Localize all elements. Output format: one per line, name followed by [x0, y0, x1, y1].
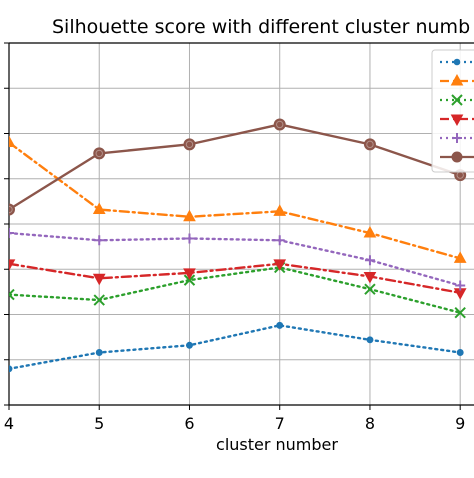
data-point: [274, 235, 285, 246]
data-point: [9, 203, 15, 216]
series-line: [9, 324, 462, 370]
data-point: [9, 228, 14, 239]
data-point: [93, 147, 106, 160]
data-point: [183, 209, 196, 222]
legend-marker-2: [450, 73, 464, 86]
data-point: [9, 365, 13, 373]
data-point: [454, 306, 466, 319]
data-point: [364, 255, 375, 266]
data-point: [455, 280, 466, 291]
series-line: [9, 231, 462, 287]
x-axis-label: cluster number: [216, 435, 338, 454]
data-point: [273, 118, 286, 131]
data-point: [95, 349, 103, 356]
data-point: [456, 349, 464, 356]
data-point: [184, 233, 195, 244]
series-1: [9, 321, 464, 373]
x-tick-label: 5: [94, 414, 104, 433]
data-point: [363, 138, 376, 151]
grid: [8, 42, 474, 406]
data-point: [183, 138, 196, 151]
data-point-highlight: [276, 120, 284, 129]
data-point: [453, 251, 467, 263]
legend-marker-6: [451, 151, 463, 163]
data-point: [9, 259, 16, 271]
legend-marker-1: [453, 58, 461, 66]
x-tick-label: 4: [4, 414, 14, 433]
data-point: [183, 268, 196, 280]
x-tick-label: 7: [275, 414, 285, 433]
data-point-highlight: [185, 140, 194, 149]
data-point: [92, 273, 106, 286]
legend-marker-5: [452, 133, 462, 143]
data-point: [94, 235, 105, 246]
series-line: [9, 123, 462, 211]
series-line: [9, 262, 462, 294]
x-tick-label: 9: [455, 414, 465, 433]
data-point: [273, 204, 287, 216]
chart-title: Silhouette score with different cluster …: [52, 16, 470, 38]
legend: [431, 49, 474, 173]
data-point: [9, 135, 16, 148]
series-2: [9, 135, 467, 263]
data-point: [92, 202, 106, 215]
data-point: [363, 226, 377, 238]
data-point-highlight: [95, 149, 103, 158]
series-line: [9, 141, 462, 260]
data-point: [366, 336, 374, 344]
data-point: [276, 321, 284, 329]
data-point: [9, 288, 15, 301]
legend-marker-3: [451, 94, 463, 106]
data-point-highlight: [366, 140, 374, 149]
data-point: [364, 283, 376, 295]
data-point: [93, 294, 105, 306]
series-4: [9, 259, 467, 300]
data-point: [363, 271, 377, 284]
data-point: [186, 341, 193, 349]
x-tick-label: 6: [184, 414, 194, 433]
legend-marker-4: [450, 114, 464, 127]
series-5: [9, 228, 466, 291]
data-point: [273, 259, 287, 271]
data-point: [183, 274, 196, 286]
x-tick-label: 8: [365, 414, 375, 433]
series-line: [9, 266, 462, 314]
series-3: [9, 261, 466, 319]
data-point-highlight: [9, 205, 13, 214]
